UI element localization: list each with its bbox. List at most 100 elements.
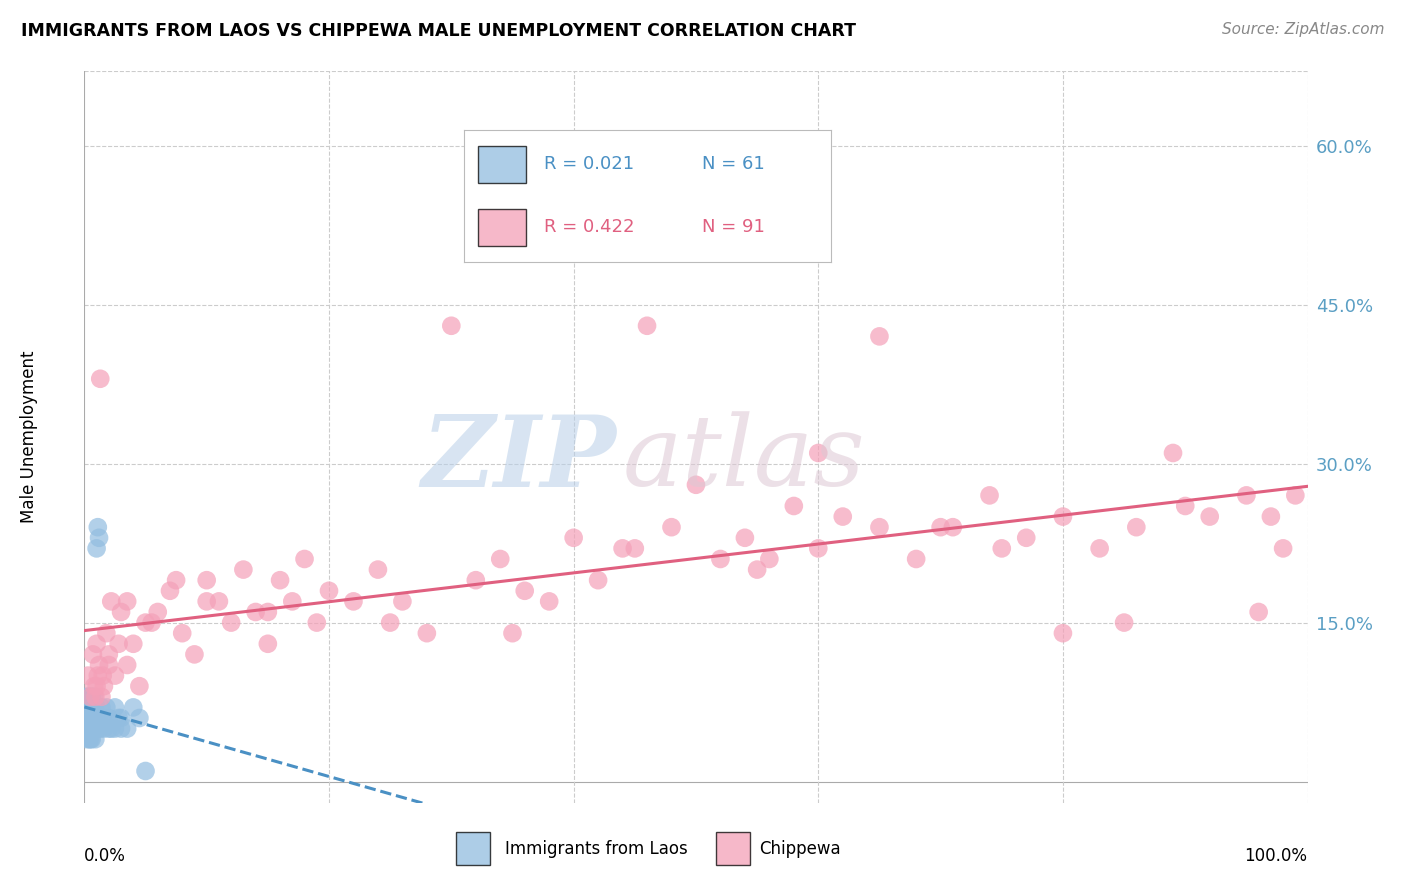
Point (128, 679, 150, 693)
Point (1198, 509, 1220, 524)
Point (77, 722, 100, 736)
Point (195, 594, 218, 608)
Point (342, 594, 364, 608)
Text: 100.0%: 100.0% (1244, 847, 1308, 864)
Point (77, 690, 100, 704)
Point (80, 732, 103, 747)
Point (77, 722, 100, 736)
Point (165, 573, 187, 587)
Point (89, 722, 111, 736)
Point (110, 711, 132, 725)
Point (100, 594, 122, 608)
Point (831, 509, 853, 524)
Point (391, 594, 413, 608)
Point (747, 563, 769, 577)
Point (709, 552, 731, 566)
Point (929, 520, 952, 534)
Point (1247, 605, 1270, 619)
Point (110, 722, 132, 736)
Point (77, 722, 100, 736)
Point (80, 711, 103, 725)
Point (586, 573, 609, 587)
Point (783, 499, 806, 513)
Point (257, 605, 280, 619)
Point (83, 700, 105, 714)
Point (128, 711, 150, 725)
Point (245, 605, 267, 619)
Point (100, 722, 122, 736)
Point (661, 520, 683, 534)
Point (636, 318, 658, 333)
Point (758, 552, 780, 566)
Point (84, 711, 107, 725)
Point (82, 722, 104, 736)
Point (367, 563, 389, 577)
Point (83, 690, 105, 704)
Point (86, 679, 108, 693)
Point (76, 722, 98, 736)
Point (80, 711, 103, 725)
Point (86, 722, 108, 736)
Point (76, 690, 98, 704)
Point (97, 711, 120, 725)
Point (87, 520, 110, 534)
Text: ZIP: ZIP (422, 411, 616, 508)
Point (1114, 615, 1136, 630)
Point (77, 700, 100, 714)
Point (107, 637, 129, 651)
Point (75, 722, 97, 736)
Point (84, 711, 107, 725)
Point (86, 700, 108, 714)
Point (97, 722, 120, 736)
Point (1272, 541, 1295, 556)
Point (489, 552, 512, 566)
Point (1125, 520, 1147, 534)
Point (135, 764, 157, 778)
Point (87, 668, 110, 682)
Point (91, 711, 114, 725)
Point (110, 605, 132, 619)
Point (513, 583, 536, 598)
Point (208, 594, 231, 608)
Point (612, 541, 634, 556)
Point (82, 722, 104, 736)
Point (79, 732, 101, 747)
Point (79, 711, 101, 725)
Point (84, 732, 107, 747)
Point (1260, 509, 1282, 524)
Point (305, 615, 328, 630)
Point (93, 679, 115, 693)
Point (83, 679, 105, 693)
Point (79, 722, 101, 736)
Point (77, 711, 100, 725)
Point (93, 722, 115, 736)
Point (294, 552, 316, 566)
Point (77, 732, 100, 747)
Point (104, 722, 127, 736)
Point (991, 541, 1014, 556)
Point (80, 690, 103, 704)
Point (807, 541, 830, 556)
Point (97, 658, 120, 673)
Point (86, 722, 108, 736)
Point (107, 711, 129, 725)
Point (942, 520, 965, 534)
Point (91, 668, 114, 682)
Point (115, 594, 138, 608)
Point (232, 563, 254, 577)
Point (87, 658, 110, 673)
Point (464, 573, 486, 587)
Point (91, 711, 114, 725)
Point (79, 690, 101, 704)
Point (122, 637, 145, 651)
Point (195, 573, 218, 587)
Point (1015, 531, 1038, 545)
Point (83, 722, 105, 736)
Point (104, 700, 127, 714)
Point (75, 700, 97, 714)
Point (734, 531, 756, 545)
Point (172, 626, 194, 640)
Point (869, 520, 891, 534)
Point (562, 531, 585, 545)
Point (90, 700, 112, 714)
